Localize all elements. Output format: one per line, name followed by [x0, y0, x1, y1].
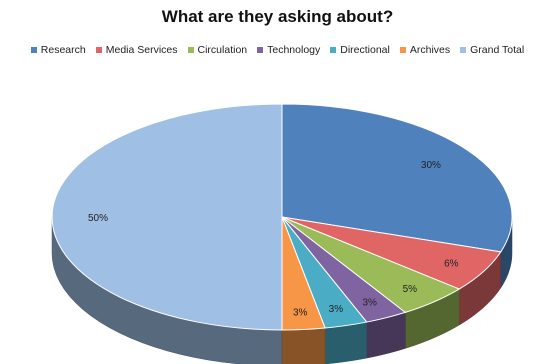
pie-side-archives	[281, 327, 326, 364]
legend-label: Directional	[340, 44, 390, 56]
legend-swatch	[30, 47, 37, 53]
data-label-research: 30%	[421, 160, 441, 171]
legend-swatch	[330, 47, 337, 53]
legend: Research Media Services Circulation Tech…	[0, 44, 555, 56]
legend-item-research: Research	[30, 44, 86, 56]
data-label-grand-total: 50%	[88, 213, 108, 224]
data-label-media-services: 6%	[444, 259, 459, 270]
legend-swatch	[187, 47, 194, 53]
data-label-technology: 3%	[362, 298, 377, 309]
legend-item-technology: Technology	[257, 44, 320, 56]
pie-slice-grand-total	[51, 103, 283, 331]
legend-label: Research	[40, 44, 86, 56]
legend-label: Circulation	[197, 44, 248, 56]
legend-item-archives: Archives	[399, 44, 451, 56]
legend-swatch	[460, 47, 467, 53]
data-label-circulation: 5%	[403, 284, 418, 295]
legend-swatch	[399, 47, 406, 53]
legend-item-directional: Directional	[330, 44, 390, 56]
legend-label: Archives	[409, 44, 451, 56]
legend-label: Grand Total	[470, 44, 525, 56]
data-label-archives: 3%	[293, 308, 308, 319]
legend-item-grand-total: Grand Total	[460, 44, 524, 56]
legend-item-circulation: Circulation	[187, 44, 248, 56]
pie-side-directional	[324, 321, 367, 364]
chart-title: What are they asking about?	[161, 7, 394, 26]
data-label-directional: 3%	[329, 304, 344, 315]
legend-label: Technology	[267, 44, 321, 56]
legend-item-media-services: Media Services	[95, 44, 178, 56]
pie-slice-research	[281, 103, 513, 253]
legend-swatch	[95, 47, 102, 53]
legend-label: Media Services	[105, 44, 178, 56]
legend-swatch	[257, 47, 264, 53]
